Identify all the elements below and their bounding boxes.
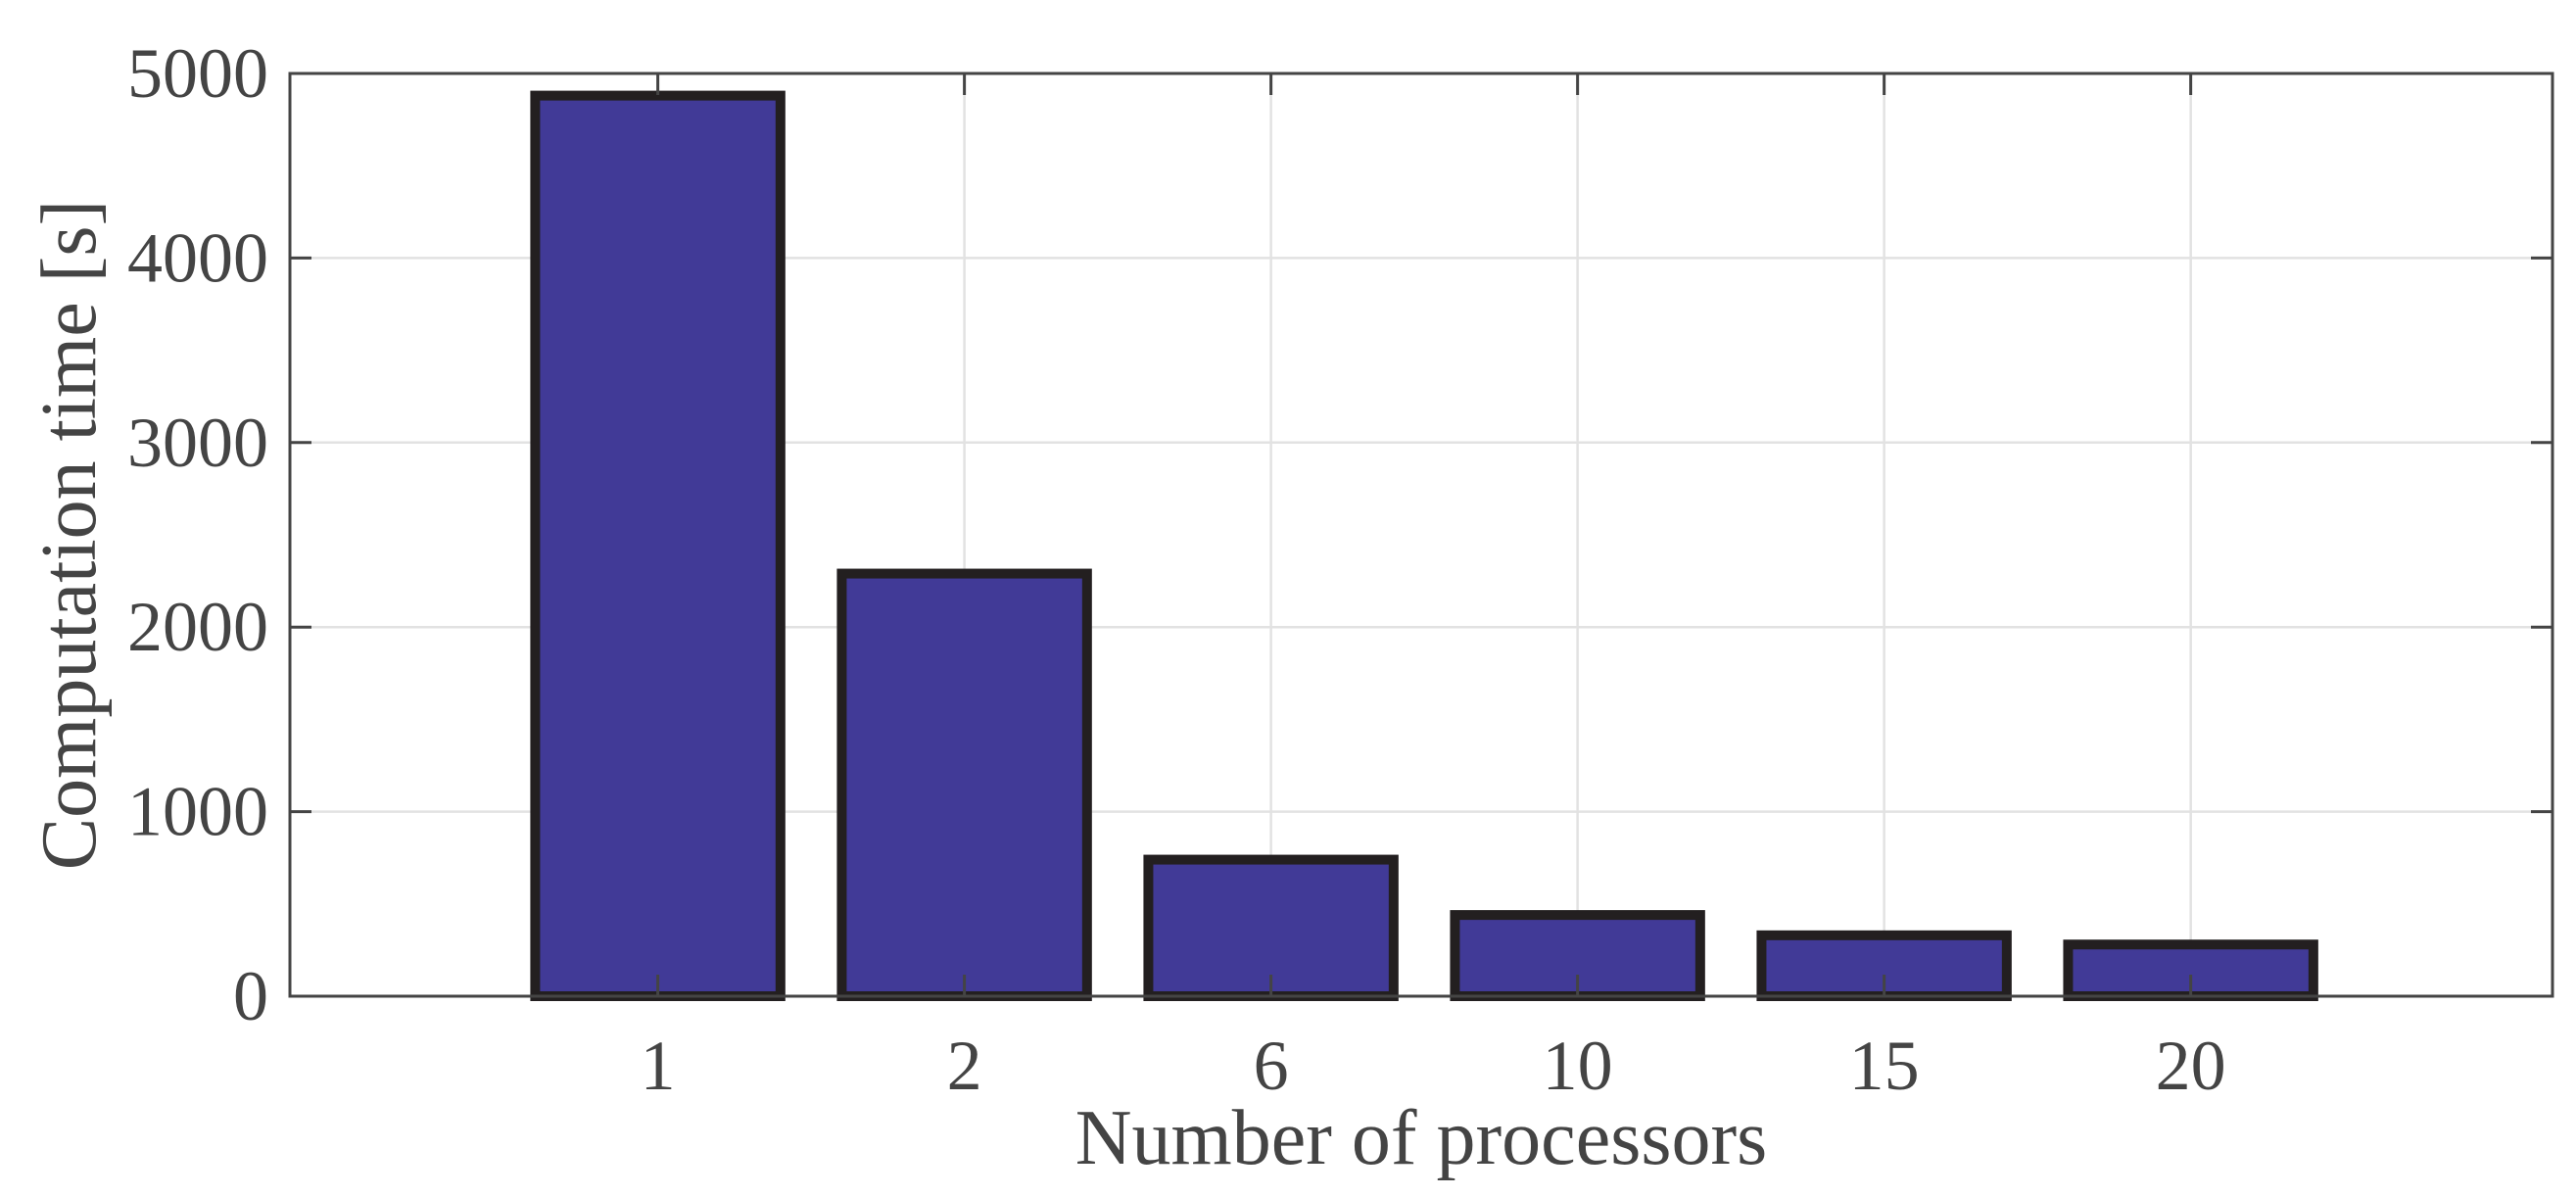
x-tick-label: 15: [1849, 1027, 1920, 1105]
y-tick-label: 5000: [127, 34, 268, 113]
x-tick-label: 2: [947, 1027, 982, 1105]
x-tick-label: 1: [641, 1027, 676, 1105]
y-tick-label: 3000: [127, 404, 268, 482]
y-tick-label: 0: [233, 957, 268, 1035]
y-tick-labels: 0 1000 2000 3000 4000 5000: [127, 34, 268, 1035]
x-axis-label: Number of processors: [1075, 1095, 1767, 1181]
bar-6: [1143, 854, 1399, 1001]
y-tick-label: 1000: [127, 773, 268, 851]
bar-1: [530, 90, 786, 1002]
y-tick-label: 2000: [127, 588, 268, 666]
x-tick-labels: 1 2 6 10 15 20: [641, 1027, 2226, 1105]
bars-layer: [530, 90, 2318, 1002]
y-tick-label: 4000: [127, 218, 268, 297]
plot-frame: [288, 72, 2554, 998]
x-tick-label: 20: [2156, 1027, 2226, 1105]
bar-2: [836, 568, 1092, 1002]
ticks-layer: [290, 72, 2552, 998]
x-tick-label: 6: [1254, 1027, 1289, 1105]
y-axis-label: Computation time [s]: [26, 200, 113, 870]
x-tick-label: 10: [1543, 1027, 1613, 1105]
